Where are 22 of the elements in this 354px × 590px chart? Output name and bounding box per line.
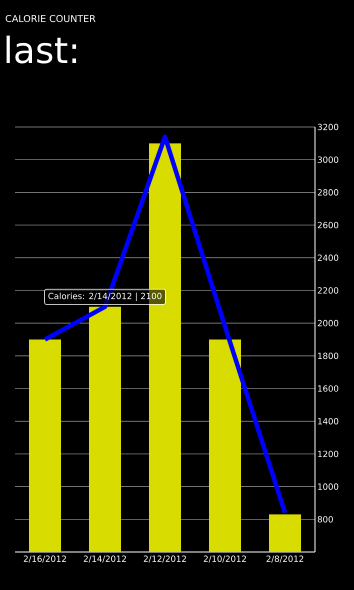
x-tick-label: 2/10/2012: [204, 556, 246, 563]
x-tick-label: 2/14/2012: [84, 556, 126, 563]
y-tick-label: 3000: [318, 156, 338, 163]
y-tick-label: 1600: [318, 385, 338, 392]
y-tick-label: 2000: [318, 320, 338, 326]
x-tick-label: 2/16/2012: [24, 556, 66, 563]
chart-subtitle: last:: [6, 36, 76, 64]
y-tick-label: 2200: [318, 287, 338, 294]
y-tick-label: 2400: [318, 254, 338, 261]
x-tick-label: 2/8/2012: [266, 556, 304, 563]
chart-title: CALORIE COUNTER: [6, 14, 96, 22]
y-tick-label: 800: [318, 516, 333, 523]
y-tick-label: 2600: [318, 222, 338, 228]
y-tick-label: 1200: [318, 450, 338, 458]
y-tick-label: 1400: [318, 418, 338, 424]
y-tick-label: 2800: [318, 189, 338, 196]
annotation: Calories: 2/14/2012 | 2100: [48, 292, 162, 302]
y-tick-label: 1000: [318, 483, 338, 490]
line-series: [42, 134, 288, 516]
y-tick-label: 1800: [318, 352, 338, 360]
y-tick-label: 3200: [318, 124, 338, 130]
x-tick-label: 2/12/2012: [144, 556, 186, 563]
